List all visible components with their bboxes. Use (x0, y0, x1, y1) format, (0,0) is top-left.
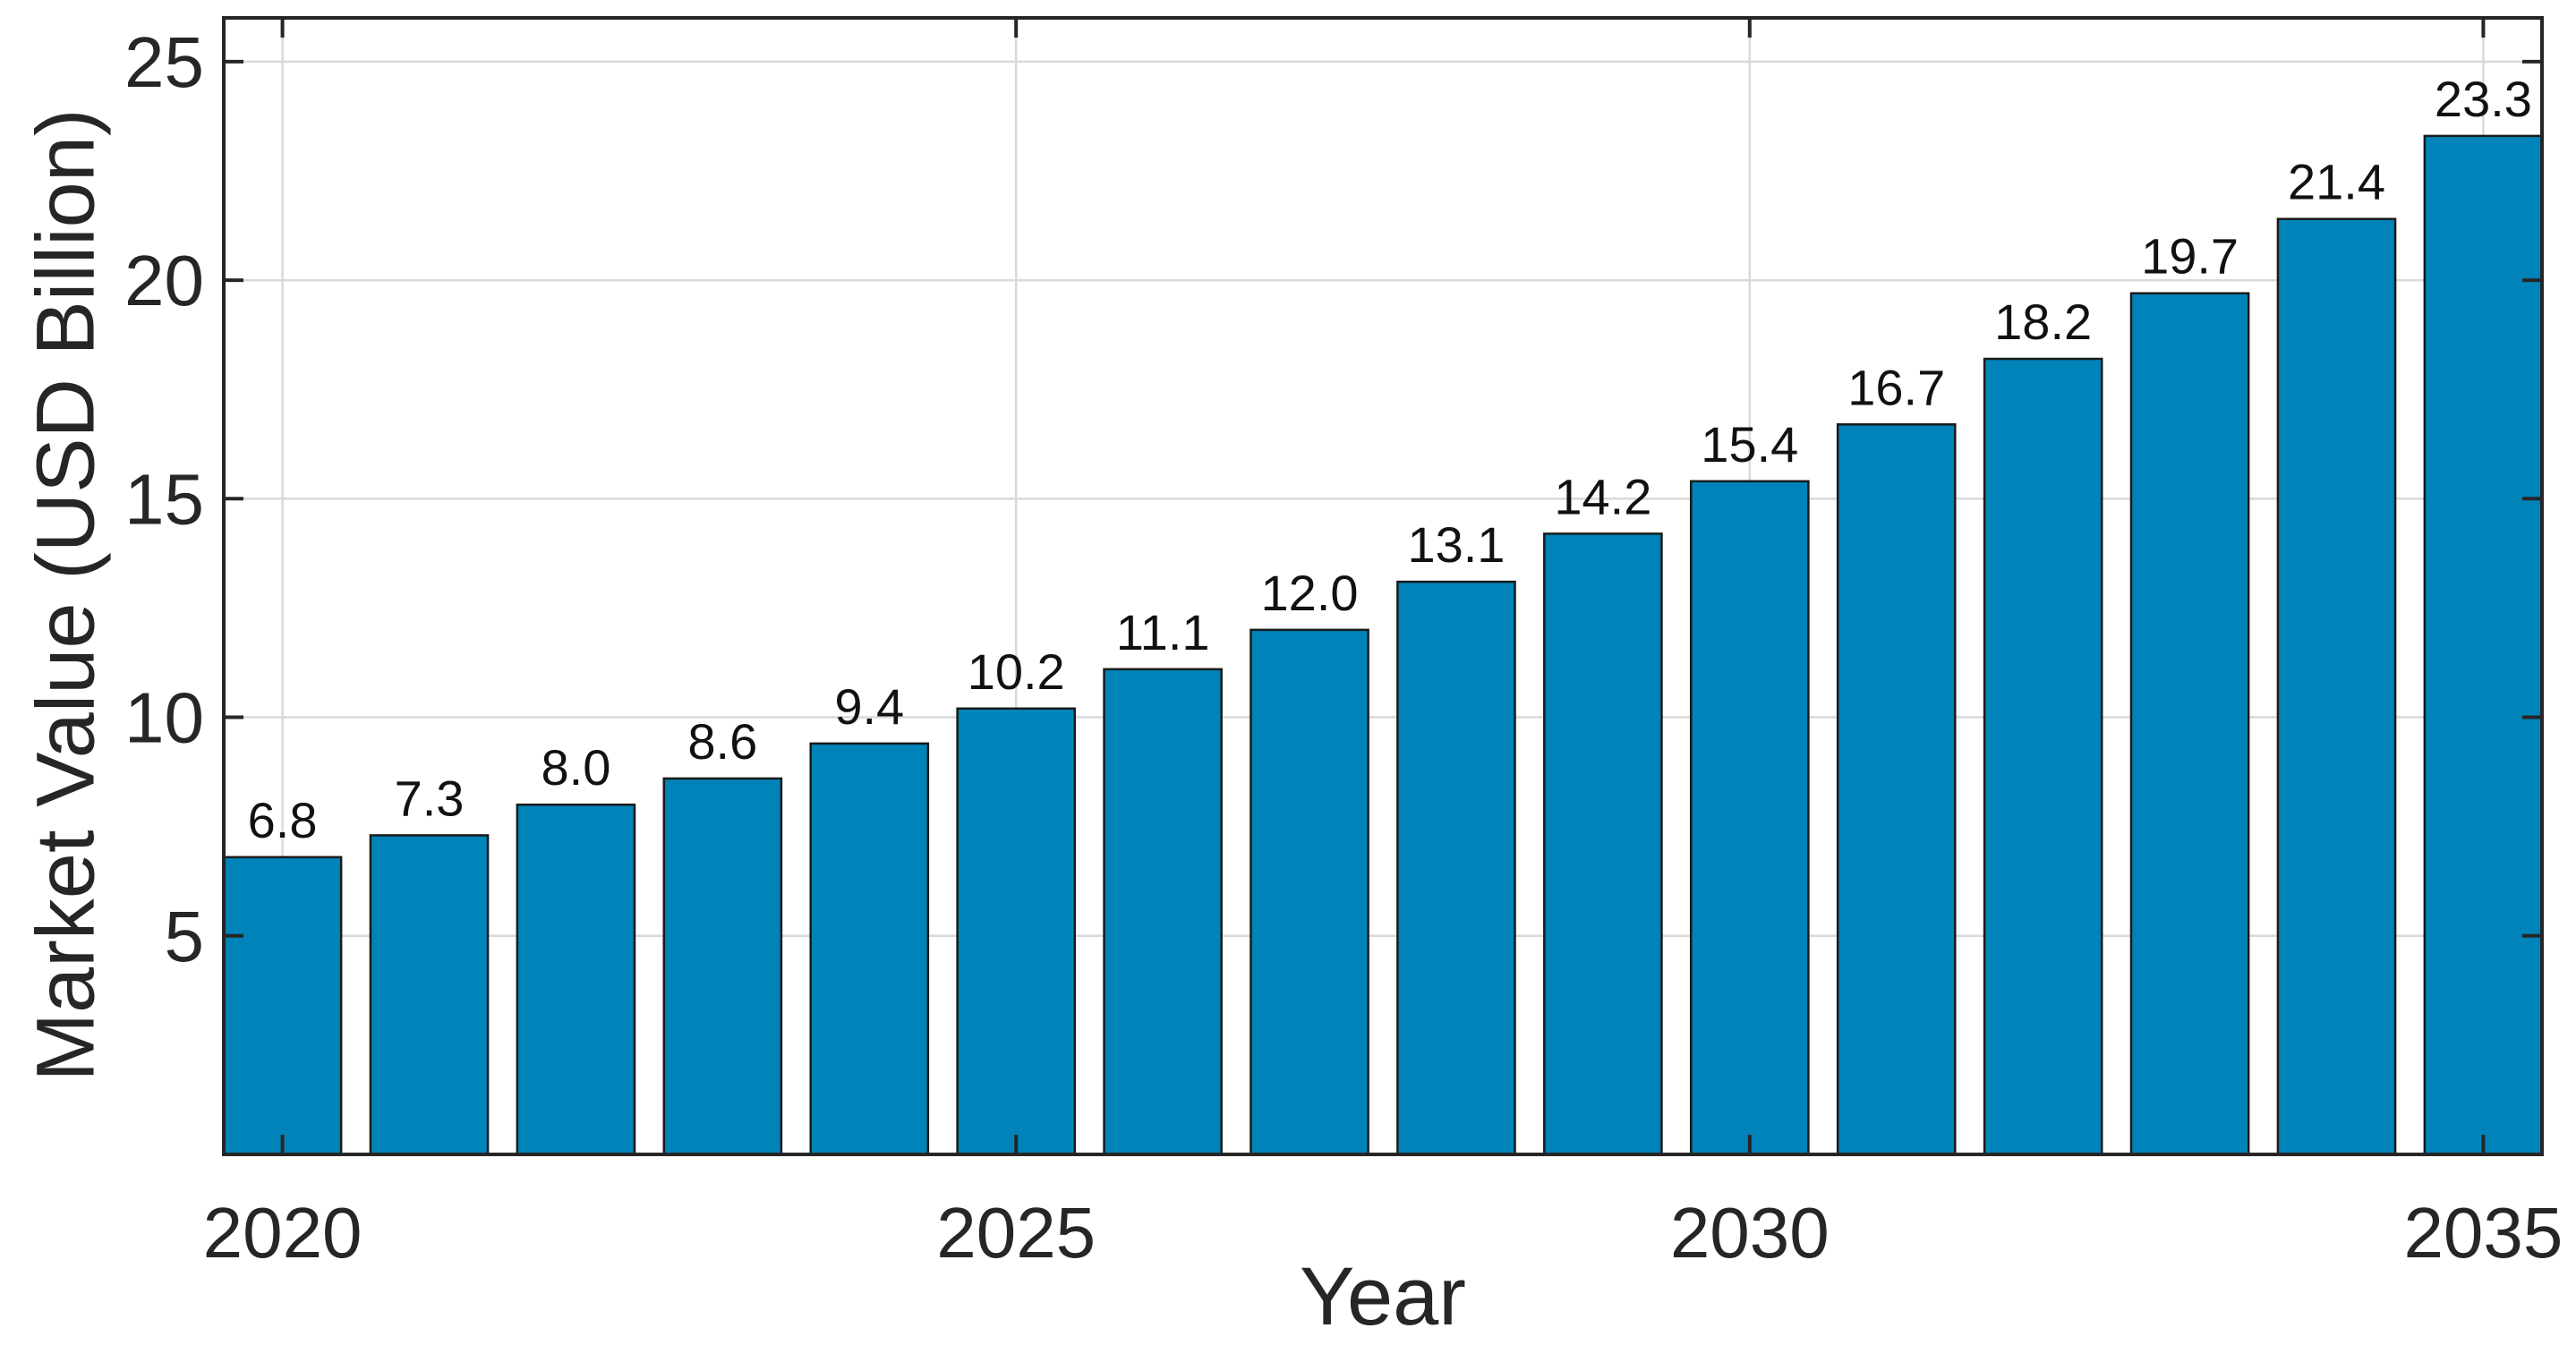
data-label: 6.8 (248, 792, 318, 848)
data-label: 12.0 (1261, 565, 1359, 621)
bar (1396, 580, 1516, 1156)
y-tick-label: 15 (124, 459, 204, 539)
bar (956, 707, 1077, 1156)
x-tick-label: 2020 (203, 1193, 363, 1273)
data-label: 13.1 (1407, 516, 1505, 573)
data-label: 10.2 (968, 643, 1065, 700)
bar (222, 856, 343, 1156)
data-label: 7.3 (395, 770, 465, 826)
bar (1250, 628, 1369, 1156)
bar (809, 742, 930, 1156)
bar (2423, 134, 2544, 1156)
x-axis-label: Year (1300, 1251, 1466, 1342)
plot-frame (222, 16, 2544, 1156)
bar (1689, 480, 1810, 1156)
data-label: 9.4 (834, 678, 904, 735)
data-label: 19.7 (2141, 228, 2239, 285)
bars (222, 134, 2544, 1156)
bar (1103, 668, 1223, 1156)
data-label: 8.6 (687, 713, 757, 770)
y-tick-label: 25 (124, 22, 204, 102)
bar (2276, 217, 2397, 1156)
data-label: 15.4 (1701, 416, 1798, 472)
data-label: 18.2 (1994, 294, 2092, 350)
data-label: 21.4 (2288, 154, 2385, 210)
bar (516, 803, 636, 1156)
y-tick-label: 5 (165, 897, 205, 976)
x-tick-label: 2035 (2403, 1193, 2563, 1273)
data-labels: 6.8 7.3 8.0 8.6 9.4 10.2 11.1 12.0 13.1 14.2 15.4 1… (248, 71, 2532, 848)
y-tick-labels: 5 10 15 20 25 (124, 22, 204, 976)
bar (369, 834, 490, 1156)
bar (2129, 292, 2250, 1156)
x-tick-labels: 2020 2025 2030 2035 (203, 1193, 2563, 1273)
data-label: 23.3 (2435, 71, 2532, 127)
data-label: 8.0 (541, 739, 610, 796)
y-tick-label: 10 (124, 678, 204, 758)
y-axis-label: Market Value (USD Billion) (20, 108, 111, 1081)
x-tick-label: 2025 (936, 1193, 1096, 1273)
bar (1983, 357, 2103, 1156)
data-label: 16.7 (1847, 359, 1945, 415)
tick-marks (224, 18, 2542, 1154)
x-tick-label: 2030 (1670, 1193, 1830, 1273)
bar (1836, 423, 1957, 1156)
y-tick-label: 20 (124, 241, 204, 320)
bar (1543, 532, 1663, 1156)
bar (662, 777, 783, 1156)
data-label: 14.2 (1554, 468, 1651, 524)
data-label: 11.1 (1116, 604, 1210, 660)
